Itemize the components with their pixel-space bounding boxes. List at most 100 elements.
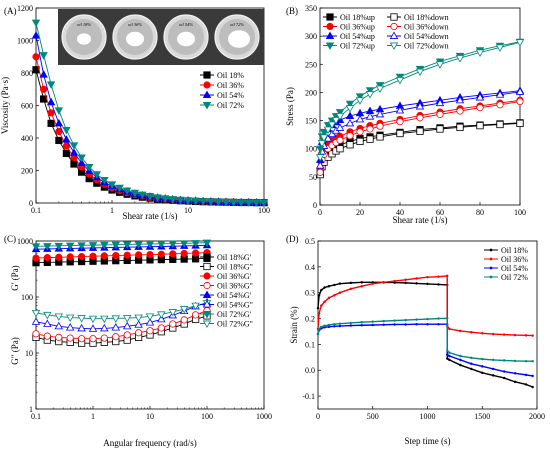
legend-label: Oil 36%: [501, 255, 528, 264]
dish-label: oil 18%: [77, 22, 91, 27]
legend-label: Oil 18%G': [217, 253, 252, 262]
data-point: [360, 281, 364, 284]
x-tick-label: 40: [396, 208, 404, 217]
data-point: [426, 275, 429, 279]
data-point: [122, 321, 132, 330]
data-point: [319, 134, 329, 142]
legend-marker: [202, 102, 212, 110]
data-point: [66, 334, 74, 342]
data-point: [524, 359, 528, 363]
x-tick-label: 20: [356, 208, 364, 217]
data-point: [366, 135, 374, 143]
series-oil-72-down: [315, 39, 525, 162]
legend-entry: Oil 18%: [484, 246, 528, 255]
data-point: [513, 380, 517, 384]
data-point: [338, 282, 342, 285]
data-point: [470, 362, 473, 366]
legend-marker: [390, 13, 398, 21]
data-point: [252, 199, 261, 207]
data-point: [160, 195, 170, 203]
data-point: [480, 365, 484, 368]
plot-frame: [319, 7, 521, 206]
data-point: [134, 320, 143, 328]
y-tick-label: -0.1: [302, 392, 315, 401]
data-point: [135, 329, 143, 337]
y-tick-label: 250: [305, 60, 317, 69]
data-point: [39, 52, 48, 60]
data-point: [531, 334, 534, 337]
data-point: [382, 323, 385, 326]
data-point: [371, 320, 374, 323]
legend-label: Oil 72%G': [217, 310, 252, 319]
legend-marker: [203, 253, 211, 261]
y-tick-label: 300: [305, 32, 317, 41]
data-point: [327, 296, 331, 300]
data-point: [191, 302, 200, 311]
data-point: [62, 135, 71, 143]
data-point: [320, 288, 323, 292]
dish-label: oil 54%: [179, 22, 193, 27]
data-point: [317, 294, 321, 297]
legend-entry: Oil 18%up: [323, 13, 375, 22]
emulsion-blob: [177, 31, 195, 47]
data-point: [89, 335, 97, 343]
y-axis-label: Stress (Pa): [285, 87, 295, 126]
data-point: [130, 189, 140, 198]
data-point: [345, 111, 355, 120]
data-point: [475, 93, 485, 101]
y-tick-label: 0.4: [305, 263, 315, 272]
x-tick-label: 1000: [420, 412, 436, 421]
data-point: [43, 319, 52, 327]
data-point: [107, 181, 117, 189]
data-point: [115, 184, 124, 193]
data-point: [327, 284, 331, 288]
data-point: [435, 98, 445, 107]
data-point: [346, 132, 354, 140]
x-tick-label: 80: [476, 208, 484, 217]
data-point: [78, 252, 86, 261]
legend-entry: Oil 54%G": [200, 300, 253, 310]
data-point: [153, 194, 162, 202]
data-point: [192, 311, 200, 319]
legend-marker: [325, 42, 335, 50]
data-point: [437, 322, 440, 326]
legend-entry: Oil 36%G": [200, 282, 253, 291]
data-point: [496, 101, 504, 109]
panel-label: (B): [286, 6, 298, 16]
data-point: [145, 193, 155, 201]
series-oil-72-g-: [31, 239, 212, 251]
legend-marker: [389, 42, 399, 50]
data-point: [179, 240, 189, 248]
data-point: [415, 322, 418, 326]
data-point: [459, 329, 462, 333]
data-point: [345, 118, 355, 127]
y-tick-label: 0.5: [305, 237, 315, 246]
dish-label: oil 36%: [128, 22, 142, 27]
data-point: [55, 333, 63, 341]
data-point: [43, 332, 51, 340]
data-point: [448, 354, 451, 358]
y-tick-label: 150: [305, 117, 317, 126]
legend-label: Oil 54%G': [217, 291, 252, 300]
data-point: [180, 316, 188, 324]
data-point: [43, 254, 51, 262]
data-point: [435, 61, 445, 69]
data-point: [349, 321, 353, 325]
data-point: [415, 282, 418, 285]
inset-dish: oil 18%: [61, 14, 107, 60]
data-point: [229, 199, 238, 207]
data-point: [356, 128, 364, 136]
data-point: [382, 281, 385, 284]
data-point: [323, 286, 326, 289]
legend-label: Oil 36%G': [217, 272, 252, 281]
legend-entry: Oil 54%: [200, 90, 244, 100]
inset-photo: oil 18% oil 36% oil 54% oil 72%: [58, 9, 264, 65]
data-point: [338, 322, 342, 325]
dish-label: oil 72%: [230, 22, 244, 27]
x-axis-label: Shear rate (1/s): [123, 211, 178, 221]
legend-label: Oil 18%down: [404, 13, 449, 22]
legend-entry: Oil 54%down: [387, 31, 449, 41]
data-point: [480, 332, 484, 335]
data-point: [448, 351, 451, 354]
